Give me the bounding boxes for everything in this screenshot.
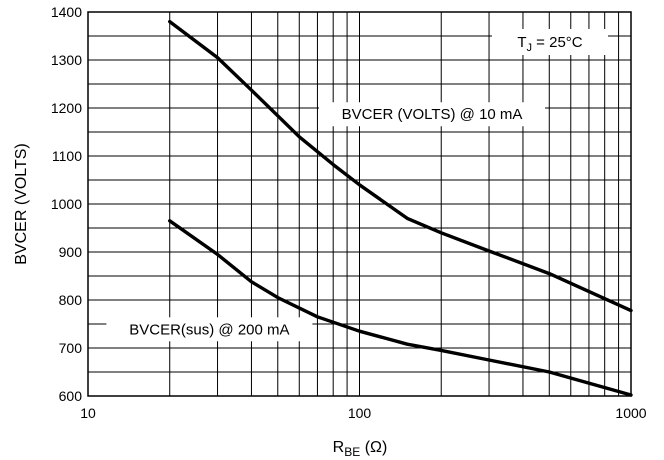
temperature-annotation-sub: J — [527, 42, 533, 54]
x-axis-label-unit: (Ω) — [360, 439, 387, 456]
y-tick-label: 1400 — [51, 4, 82, 20]
y-axis-label: BVCER (VOLTS) — [13, 143, 30, 265]
series-line-2 — [167, 219, 633, 397]
temperature-annotation-rest: = 25°C — [532, 34, 583, 51]
y-tick-label: 1200 — [51, 100, 82, 116]
x-tick-label: 100 — [348, 405, 372, 421]
y-tick-label: 1100 — [52, 148, 82, 164]
x-axis-label: RBE (Ω) — [333, 439, 388, 459]
plot-frame — [87, 11, 632, 397]
series-label-1: BVCER (VOLTS) @ 10 mA — [342, 106, 523, 123]
x-tick-label: 1000 — [615, 405, 646, 421]
y-tick-label: 900 — [59, 244, 83, 260]
temperature-annotation-box — [492, 29, 608, 55]
series-line-1 — [167, 19, 633, 313]
series-label-2: BVCER(sus) @ 200 mA — [129, 321, 289, 338]
x-tick-label: 10 — [80, 405, 96, 421]
x-axis-label-sub: BE — [344, 445, 360, 459]
y-tick-label: 800 — [59, 292, 83, 308]
temperature-annotation: TJ = 25°C — [517, 34, 582, 54]
y-tick-label: 600 — [59, 388, 83, 404]
y-tick-label: 700 — [59, 340, 83, 356]
x-axis-label-main: R — [333, 439, 345, 456]
x-axis-ticks: 10 100 1000 — [80, 405, 647, 421]
temperature-annotation-main: T — [517, 34, 526, 51]
series-label-bg — [319, 102, 546, 127]
y-tick-label: 1300 — [51, 52, 82, 68]
series-label-bg — [106, 317, 313, 342]
series-labels: BVCER (VOLTS) @ 10 mA BVCER(sus) @ 200 mA — [106, 102, 546, 342]
series-layer — [167, 19, 633, 397]
y-tick-label: 1000 — [51, 196, 82, 212]
y-axis-ticks: 600 700 800 900 1000 1100 1200 1300 1400 — [51, 4, 82, 404]
